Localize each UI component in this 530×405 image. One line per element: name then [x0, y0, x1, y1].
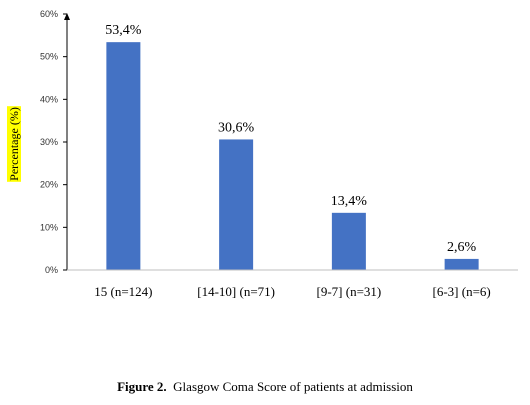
category-label: [14-10] (n=71) [197, 284, 275, 299]
y-tick-label: 60% [40, 9, 58, 19]
bars [106, 42, 479, 270]
data-label: 53,4% [105, 23, 142, 38]
y-axis-arrow [64, 13, 70, 20]
bar-chart: 0% 10% 20% 30% 40% 50% 60% 53,4% 30,6% 13,4% 2,6%… [7, 9, 518, 299]
category-label: 15 (n=124) [94, 284, 152, 299]
category-label: [6-3] (n=6) [433, 284, 491, 299]
category-labels: 15 (n=124) [14-10] (n=71) [9-7] (n=31) [6-3… [94, 284, 490, 299]
category-label: [9-7] (n=31) [317, 284, 382, 299]
bar [444, 258, 479, 270]
data-label: 13,4% [331, 194, 368, 209]
y-axis-ticks: 0% 10% 20% 30% 40% 50% 60% [40, 9, 67, 275]
y-tick-label: 50% [40, 52, 58, 62]
y-tick-label: 20% [40, 180, 58, 190]
y-tick-label: 0% [45, 265, 58, 275]
caption-figure-number: Figure 2. [117, 379, 167, 394]
data-label: 30,6% [218, 120, 255, 135]
y-tick-label: 30% [40, 137, 58, 147]
bar [106, 42, 141, 270]
data-labels: 53,4% 30,6% 13,4% 2,6% [105, 23, 476, 255]
y-tick-label: 10% [40, 222, 58, 232]
caption-text: Glasgow Coma Score of patients at admiss… [173, 379, 413, 394]
y-axis-label-highlight [7, 106, 21, 182]
bar [219, 139, 254, 270]
y-axis-label-text: Percentage (%) [7, 107, 21, 181]
bar [331, 212, 366, 270]
y-tick-label: 40% [40, 94, 58, 104]
data-label: 2,6% [447, 240, 477, 255]
y-axis-label: Percentage (%) [7, 106, 21, 182]
figure-caption: Figure 2. Glasgow Coma Score of patients… [0, 379, 530, 395]
